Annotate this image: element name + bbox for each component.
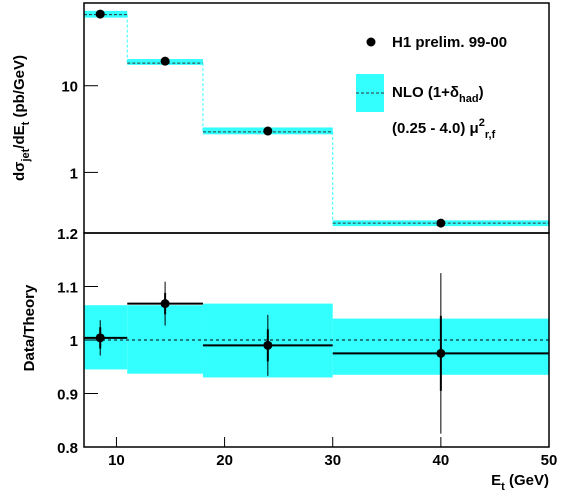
x-tick-label: 20 [216, 452, 233, 469]
x-axis-label-part: (GeV) [505, 472, 549, 489]
y-axis-label-part: Data/Theory [21, 284, 38, 371]
data-point [160, 56, 170, 66]
y-axis-label-part: /dE [11, 125, 28, 148]
y-axis-label: dσjet/dEt (pb/GeV) [11, 55, 32, 181]
x-tick-label: 30 [324, 452, 341, 469]
x-axis-label: Et (GeV) [491, 472, 549, 493]
y-tick-label: 0.9 [57, 387, 78, 404]
legend-label-part: ) [479, 84, 484, 101]
legend-label-part: NLO (1+δ [392, 84, 459, 101]
data-point [160, 299, 170, 309]
legend-note-part: (0.25 - 4.0) μ [392, 120, 479, 137]
x-axis-label-part: E [491, 472, 501, 489]
data-point [263, 340, 273, 350]
x-tick-label: 50 [541, 452, 558, 469]
data-point [95, 9, 105, 19]
data-point [436, 218, 446, 228]
y-tick-label: 1 [70, 165, 78, 182]
y-tick-label: 1.1 [57, 280, 78, 297]
legend-note-part: r,f [485, 129, 496, 141]
legend-band [356, 74, 384, 112]
legend-label-part: H1 prelim. 99-00 [392, 34, 507, 51]
legend-note: (0.25 - 4.0) μ2r,f [392, 117, 496, 141]
legend-label: H1 prelim. 99-00 [392, 34, 507, 51]
y-tick-label: 1.2 [57, 226, 78, 243]
legend-label: NLO (1+δhad) [392, 84, 484, 105]
y-axis-label: Data/Theory [21, 284, 38, 371]
data-point [95, 333, 105, 343]
y-axis-label-part: jet [20, 148, 32, 162]
data-point [263, 126, 273, 136]
y-tick-label: 10 [61, 79, 78, 96]
x-tick-label: 10 [108, 452, 125, 469]
legend-note-part: 2 [479, 117, 485, 129]
legend-label-part: had [459, 93, 479, 105]
y-tick-label: 0.8 [57, 440, 78, 457]
x-tick-label: 40 [433, 452, 450, 469]
legend-marker [366, 37, 376, 47]
data-point [436, 348, 446, 358]
x-axis-label-part: t [501, 481, 505, 493]
y-axis-label-part: (pb/GeV) [11, 55, 28, 122]
y-axis-label-part: dσ [11, 162, 28, 181]
y-tick-label: 1 [70, 333, 78, 350]
y-axis-label-part: t [20, 121, 32, 125]
